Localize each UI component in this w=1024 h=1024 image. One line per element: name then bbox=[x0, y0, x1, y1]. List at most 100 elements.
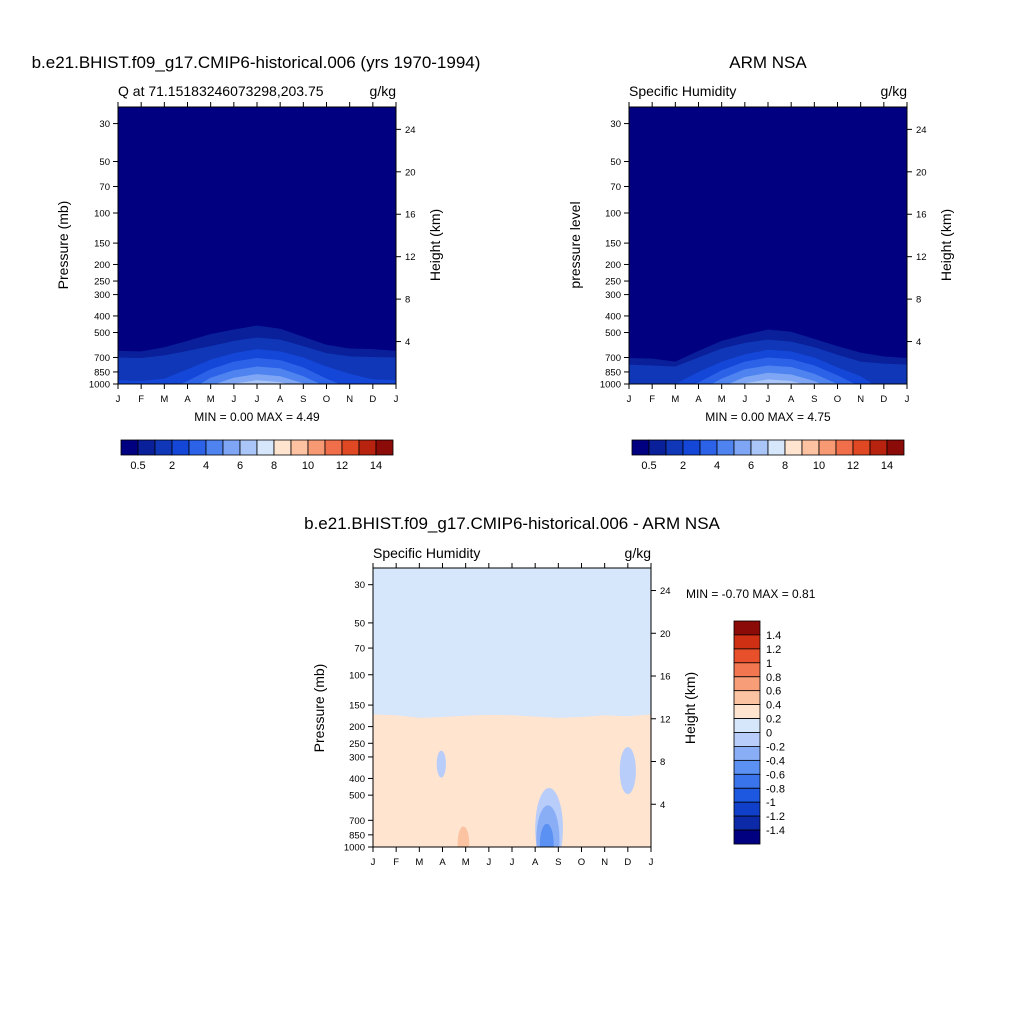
diff-xtick-label: A bbox=[532, 857, 539, 868]
diff-ytick-label: 850 bbox=[349, 830, 365, 841]
model-xtick-label: O bbox=[323, 394, 330, 405]
obs-colorbar-box bbox=[716, 439, 735, 456]
model-xtick-label: J bbox=[255, 394, 260, 405]
model-colorbar-label: 2 bbox=[169, 460, 175, 472]
diff-ytick-label: 500 bbox=[349, 791, 365, 802]
diff-ytick-label: 50 bbox=[354, 618, 365, 629]
obs-ytick-label: 150 bbox=[605, 239, 621, 250]
diff-colorbar-box bbox=[733, 732, 761, 747]
obs-ytick-label: 500 bbox=[605, 328, 621, 339]
model-colorbar-label: 14 bbox=[370, 460, 382, 472]
diff-y2tick-label: 8 bbox=[660, 757, 665, 768]
obs-colorbar-box bbox=[801, 439, 820, 456]
panel-obs-title: ARM NSA bbox=[729, 53, 807, 72]
obs-xtick-label: J bbox=[905, 394, 910, 405]
model-colorbar-box bbox=[273, 439, 292, 456]
diff-xtick-label: N bbox=[601, 857, 608, 868]
panel-diff-plot-area: 30 50 70 100 150 200 250 300 400 500 700 850 1000 4 8 1… bbox=[344, 563, 671, 868]
diff-colorbar-label: -1.4 bbox=[766, 825, 785, 837]
model-xtick-label: N bbox=[346, 394, 353, 405]
obs-xtick-label: M bbox=[671, 394, 679, 405]
diff-xtick-label: J bbox=[649, 857, 654, 868]
panel-diff-left-label: Specific Humidity bbox=[373, 545, 480, 561]
obs-colorbar-label: 4 bbox=[714, 460, 720, 472]
obs-y2tick-label: 4 bbox=[916, 337, 921, 348]
diff-colorbar-label: 0.4 bbox=[766, 700, 781, 712]
model-colorbar-box bbox=[307, 439, 326, 456]
obs-ytick-label: 400 bbox=[605, 311, 621, 322]
diff-feature-positive bbox=[457, 826, 470, 847]
model-ytick-label: 30 bbox=[99, 119, 110, 130]
diff-colorbar-label: -1.2 bbox=[766, 811, 785, 823]
model-xtick-label: J bbox=[231, 394, 236, 405]
model-colorbar-box bbox=[324, 439, 343, 456]
panel-diff-title: b.e21.BHIST.f09_g17.CMIP6-historical.006… bbox=[304, 514, 720, 533]
obs-colorbar-box bbox=[733, 439, 752, 456]
diff-colorbar-box bbox=[733, 718, 761, 733]
diff-colorbar-label: 1 bbox=[766, 658, 772, 670]
diff-feature-negative bbox=[436, 750, 446, 778]
model-y2tick-label: 16 bbox=[405, 210, 416, 221]
model-colorbar-box bbox=[222, 439, 241, 456]
diff-ytick-label: 400 bbox=[349, 774, 365, 785]
panel-model-colorbar: 0.5 2 4 6 8 10 12 14 bbox=[120, 439, 394, 472]
model-y2tick-label: 8 bbox=[405, 295, 410, 306]
diff-ytick-label: 30 bbox=[354, 580, 365, 591]
diff-colorbar-label: 0.6 bbox=[766, 686, 781, 698]
panel-diff-stats: MIN = -0.70 MAX = 0.81 bbox=[686, 587, 816, 601]
panel-model-plot-area: 30 50 70 100 150 200 250 300 400 500 700 850 1000 4 8 1… bbox=[89, 102, 416, 405]
obs-colorbar-box bbox=[767, 439, 786, 456]
diff-colorbar-box bbox=[733, 760, 761, 775]
obs-band-6 bbox=[728, 372, 822, 384]
obs-xtick-label: A bbox=[695, 394, 702, 405]
diff-xtick-label: J bbox=[510, 857, 515, 868]
obs-colorbar-box bbox=[852, 439, 871, 456]
diff-colorbar-label: 0.8 bbox=[766, 672, 781, 684]
obs-ytick-label: 1000 bbox=[600, 380, 621, 391]
model-colorbar-box bbox=[358, 439, 377, 456]
diff-ytick-label: 150 bbox=[349, 701, 365, 712]
obs-ytick-label: 200 bbox=[605, 260, 621, 271]
obs-ytick-label: 70 bbox=[610, 182, 621, 193]
obs-colorbar-box bbox=[699, 439, 718, 456]
model-xtick-label: M bbox=[207, 394, 215, 405]
panel-obs-colorbar: 0.5 2 4 6 8 10 12 14 bbox=[631, 439, 905, 472]
model-ytick-label: 850 bbox=[94, 367, 110, 378]
obs-xtick-label: S bbox=[811, 394, 817, 405]
diff-xtick-label: M bbox=[462, 857, 470, 868]
obs-y2tick-label: 20 bbox=[916, 167, 927, 178]
obs-colorbar-label: 2 bbox=[680, 460, 686, 472]
panel-obs-stats: MIN = 0.00 MAX = 4.75 bbox=[705, 410, 831, 424]
obs-colorbar-label: 10 bbox=[813, 460, 825, 472]
panel-model-title: b.e21.BHIST.f09_g17.CMIP6-historical.006… bbox=[32, 53, 481, 72]
obs-xtick-label: F bbox=[649, 394, 655, 405]
diff-ytick-label: 200 bbox=[349, 722, 365, 733]
diff-xtick-label: J bbox=[371, 857, 376, 868]
model-ytick-label: 300 bbox=[94, 290, 110, 301]
obs-colorbar-box bbox=[648, 439, 667, 456]
model-xtick-label: J bbox=[394, 394, 399, 405]
diff-colorbar-label: -0.8 bbox=[766, 783, 785, 795]
model-colorbar-box bbox=[239, 439, 258, 456]
obs-xtick-label: J bbox=[766, 394, 771, 405]
diff-feature-positive bbox=[393, 800, 422, 847]
diff-colorbar-box bbox=[733, 620, 761, 636]
panel-model-stats: MIN = 0.00 MAX = 4.49 bbox=[194, 410, 320, 424]
panel-obs-ylabel: pressure level bbox=[567, 201, 583, 288]
obs-colorbar-label: 14 bbox=[881, 460, 893, 472]
diff-xtick-label: D bbox=[624, 857, 631, 868]
panel-diff-colorbar: 1.4 1.2 1 0.8 0.6 0.4 0.2 0-0.2 -0.4 -0.6 -0.8 -1 -1… bbox=[733, 620, 785, 845]
panel-obs-left-label: Specific Humidity bbox=[629, 83, 736, 99]
model-colorbar-label: 4 bbox=[203, 460, 209, 472]
obs-xtick-label: A bbox=[788, 394, 795, 405]
diff-colorbar-box bbox=[733, 829, 761, 845]
diff-y2tick-label: 16 bbox=[660, 672, 671, 683]
model-colorbar-box bbox=[205, 439, 224, 456]
model-y2tick-label: 4 bbox=[405, 337, 410, 348]
model-xtick-label: A bbox=[184, 394, 191, 405]
model-colorbar-box bbox=[341, 439, 360, 456]
diff-y2tick-label: 12 bbox=[660, 714, 671, 725]
diff-colorbar-box bbox=[733, 676, 761, 692]
model-ytick-label: 50 bbox=[99, 157, 110, 168]
